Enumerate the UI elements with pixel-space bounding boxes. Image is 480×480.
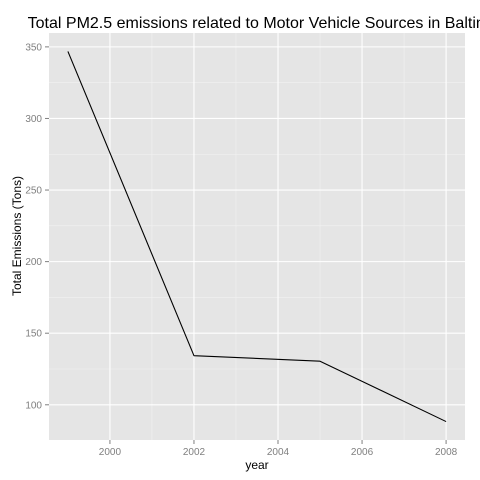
major-gridlines	[49, 33, 465, 440]
x-tick-label: 2000	[99, 447, 122, 458]
y-tick-label: 200	[25, 257, 42, 268]
y-tick-label: 100	[25, 400, 42, 411]
minor-gridlines	[49, 33, 465, 440]
y-tick-label: 300	[25, 114, 42, 125]
y-tick-label: 350	[25, 42, 42, 53]
y-tick-label: 150	[25, 329, 42, 340]
y-axis-ticks: 100 150 200 250 300 350	[25, 42, 49, 411]
x-tick-label: 2008	[435, 447, 458, 458]
x-tick-label: 2002	[183, 447, 206, 458]
x-tick-label: 2004	[267, 447, 290, 458]
x-tick-label: 2006	[351, 447, 374, 458]
x-axis-title: year	[245, 458, 268, 472]
y-tick-label: 250	[25, 186, 42, 197]
series-line	[67, 51, 447, 423]
series-layer	[67, 51, 447, 423]
x-axis-ticks: 2000 2002 2004 2006 2008	[99, 440, 458, 458]
chart-title: Total PM2.5 emissions related to Motor V…	[28, 15, 480, 32]
plot-panel	[49, 33, 465, 440]
y-axis-title: Total Emissions (Tons)	[10, 176, 24, 296]
